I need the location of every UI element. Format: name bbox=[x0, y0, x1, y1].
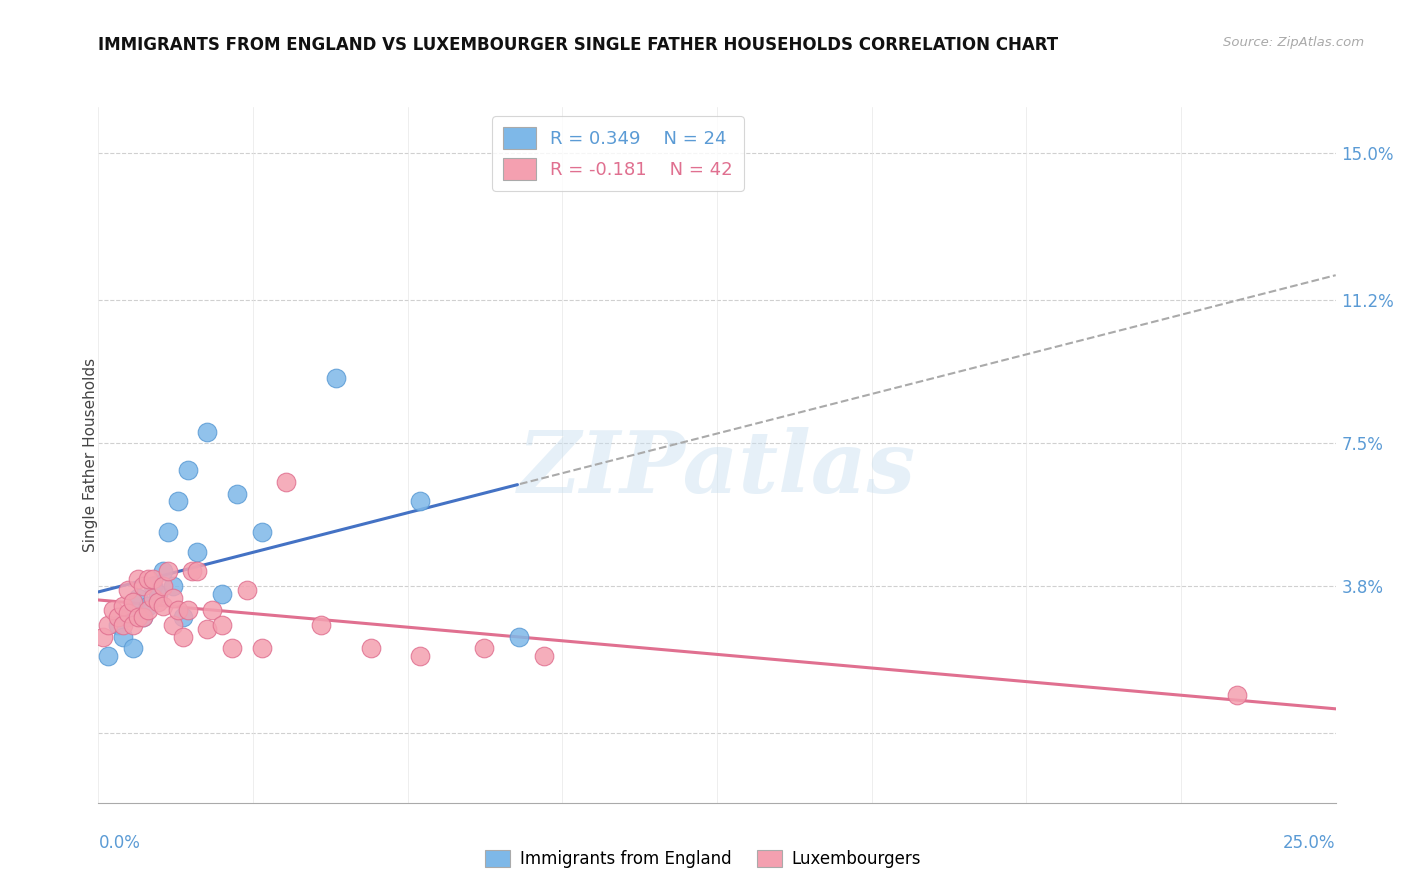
Point bbox=[211, 618, 233, 632]
Point bbox=[474, 641, 496, 656]
Point bbox=[112, 599, 135, 613]
Point bbox=[103, 602, 125, 616]
Point bbox=[97, 648, 120, 663]
Point bbox=[112, 630, 135, 644]
Point bbox=[172, 630, 194, 644]
Point bbox=[1226, 688, 1249, 702]
Point bbox=[127, 572, 149, 586]
Point bbox=[250, 525, 273, 540]
Point bbox=[136, 599, 159, 613]
Point bbox=[97, 618, 120, 632]
Point bbox=[176, 602, 198, 616]
Point bbox=[132, 579, 155, 593]
Legend: R = 0.349    N = 24, R = -0.181    N = 42: R = 0.349 N = 24, R = -0.181 N = 42 bbox=[492, 116, 744, 191]
Point bbox=[136, 572, 159, 586]
Point bbox=[409, 494, 432, 508]
Point bbox=[93, 630, 115, 644]
Point bbox=[132, 610, 155, 624]
Point bbox=[195, 622, 218, 636]
Point bbox=[221, 641, 243, 656]
Point bbox=[211, 587, 233, 601]
Point bbox=[236, 583, 259, 598]
Point bbox=[112, 618, 135, 632]
Point bbox=[146, 595, 169, 609]
Point bbox=[162, 579, 184, 593]
Point bbox=[176, 463, 198, 477]
Text: 0.0%: 0.0% bbox=[98, 834, 141, 852]
Point bbox=[127, 591, 149, 605]
Point bbox=[142, 579, 165, 593]
Point bbox=[409, 648, 432, 663]
Point bbox=[122, 641, 145, 656]
Point bbox=[156, 564, 179, 578]
Point bbox=[276, 475, 298, 489]
Point bbox=[166, 494, 188, 508]
Point bbox=[127, 610, 149, 624]
Point bbox=[132, 610, 155, 624]
Point bbox=[142, 591, 165, 605]
Point bbox=[156, 525, 179, 540]
Point bbox=[226, 486, 249, 500]
Point bbox=[508, 630, 530, 644]
Text: IMMIGRANTS FROM ENGLAND VS LUXEMBOURGER SINGLE FATHER HOUSEHOLDS CORRELATION CHA: IMMIGRANTS FROM ENGLAND VS LUXEMBOURGER … bbox=[98, 36, 1059, 54]
Point bbox=[117, 607, 139, 621]
Point bbox=[162, 591, 184, 605]
Point bbox=[107, 610, 129, 624]
Point bbox=[136, 602, 159, 616]
Point bbox=[201, 602, 224, 616]
Point bbox=[162, 618, 184, 632]
Point bbox=[122, 618, 145, 632]
Point bbox=[250, 641, 273, 656]
Point bbox=[309, 618, 332, 632]
Point bbox=[122, 595, 145, 609]
Point bbox=[152, 599, 174, 613]
Point bbox=[166, 602, 188, 616]
Point bbox=[360, 641, 382, 656]
Point bbox=[172, 610, 194, 624]
Y-axis label: Single Father Households: Single Father Households bbox=[83, 358, 97, 552]
Point bbox=[142, 572, 165, 586]
Point bbox=[152, 564, 174, 578]
Point bbox=[117, 610, 139, 624]
Point bbox=[107, 618, 129, 632]
Point bbox=[117, 583, 139, 598]
Point bbox=[325, 370, 347, 384]
Text: ZIPatlas: ZIPatlas bbox=[517, 427, 917, 510]
Point bbox=[195, 425, 218, 439]
Point bbox=[181, 564, 204, 578]
Point bbox=[152, 579, 174, 593]
Text: Source: ZipAtlas.com: Source: ZipAtlas.com bbox=[1223, 36, 1364, 49]
Point bbox=[186, 564, 208, 578]
Text: 25.0%: 25.0% bbox=[1284, 834, 1336, 852]
Legend: Immigrants from England, Luxembourgers: Immigrants from England, Luxembourgers bbox=[478, 843, 928, 875]
Point bbox=[533, 648, 555, 663]
Point bbox=[186, 544, 208, 558]
Point bbox=[146, 587, 169, 601]
